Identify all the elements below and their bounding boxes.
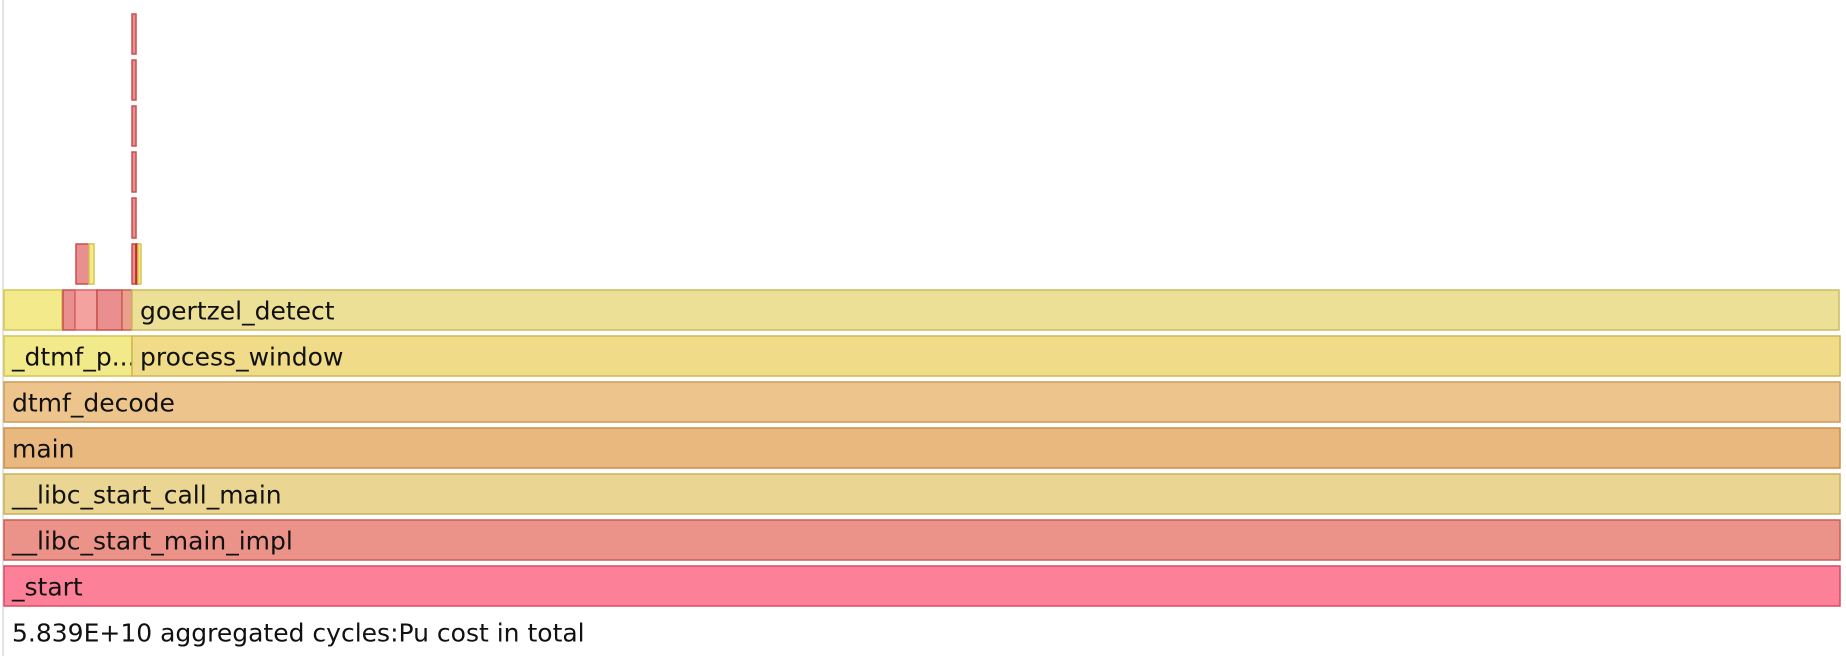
frame-small-pink-rect [74,289,98,331]
frame-libc-start-call-main-label: __libc_start_call_main [11,481,282,510]
frame-small-red-1[interactable] [62,289,76,331]
frame-stack-left-red[interactable] [75,243,90,285]
frame-dtmf-p-rect [3,335,133,377]
frame-tall-stack-4-rect [131,59,137,101]
frame-stack-left-yellow-rect [88,243,95,285]
frame-libc-start-call-main-rect [3,473,1841,515]
frame-small-red-2[interactable] [96,289,123,331]
frame-libc-start-call-main[interactable]: __libc_start_call_main [3,473,1841,515]
frame-libc-start-main-impl[interactable]: __libc_start_main_impl [3,519,1841,561]
frame-goertzel-detect-label: goertzel_detect [140,297,335,326]
frame-libc-start-main-impl-rect [3,519,1841,561]
frame-left-yellow-rect [3,289,63,331]
frame-left-yellow[interactable] [3,289,63,331]
frame-small-red-3-rect [121,289,133,331]
frame-goertzel-detect[interactable]: goertzel_detect [131,289,1840,331]
frame-small-red-3[interactable] [121,289,133,331]
frame-libc-start-main-impl-label: __libc_start_main_impl [11,527,293,556]
frame-tall-stack-5[interactable] [131,13,137,55]
frame-tall-stack-2[interactable] [131,151,137,193]
frame-tall-stack-5-rect [131,13,137,55]
frame-tall-stack-1[interactable] [131,197,137,239]
frame-stack-right-yellow[interactable] [137,243,142,285]
frame-main[interactable]: main [3,427,1841,469]
frame-main-rect [3,427,1841,469]
frame-process-window[interactable]: process_window [131,335,1841,377]
frame-dtmf-p-label: _dtmf_p... [11,343,136,372]
frame-dtmf-decode-label: dtmf_decode [12,389,175,418]
frame-small-pink[interactable] [74,289,98,331]
frame-dtmf-decode-rect [3,381,1841,423]
frame-stack-left-yellow[interactable] [88,243,95,285]
frame-dtmf-decode[interactable]: dtmf_decode [3,381,1841,423]
frame-small-red-2-rect [96,289,123,331]
frame-stack-right-yellow-rect [137,243,142,285]
frame-process-window-label: process_window [140,343,343,372]
frame-tall-stack-4[interactable] [131,59,137,101]
frame-main-label: main [12,435,74,464]
frame-tall-stack-1-rect [131,197,137,239]
frame-small-red-1-rect [62,289,76,331]
frame-tall-stack-3-rect [131,105,137,147]
frame-process-window-rect [131,335,1841,377]
frame-tall-stack-3[interactable] [131,105,137,147]
frame-dtmf-p[interactable]: _dtmf_p... [3,335,136,377]
frame-start[interactable]: _start [3,565,1841,607]
frame-start-rect [3,565,1841,607]
frame-start-label: _start [11,573,83,602]
frame-stack-left-red-rect [75,243,90,285]
frame-tall-stack-2-rect [131,151,137,193]
frame-goertzel-detect-rect [131,289,1840,331]
total-cost-summary: 5.839E+10 aggregated cycles:Pu cost in t… [12,619,585,648]
